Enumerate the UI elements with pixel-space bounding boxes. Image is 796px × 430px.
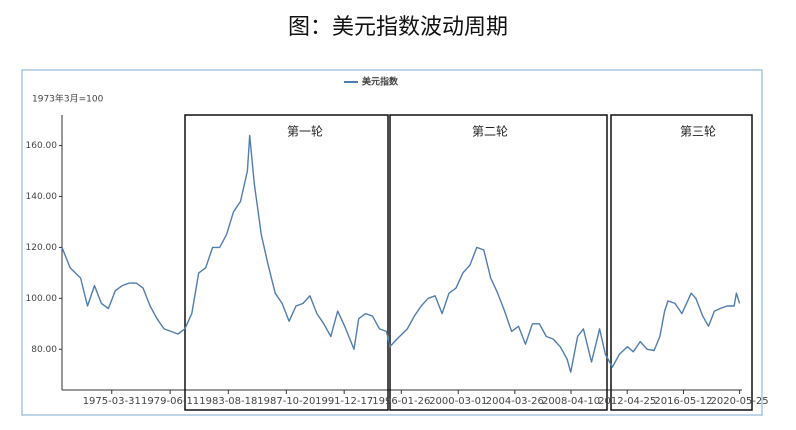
y-tick-label: 140.00 <box>26 192 58 202</box>
cycle-label: 第二轮 <box>472 125 508 139</box>
x-tick-label: 1983-08-18 <box>199 396 257 407</box>
x-tick-label: 2000-03-01 <box>429 396 487 407</box>
x-tick-label: 1975-03-31 <box>83 396 141 407</box>
chart-frame <box>21 69 763 416</box>
y-tick-label: 100.00 <box>26 294 58 304</box>
x-tick-label: 2016-05-12 <box>654 396 712 407</box>
legend-label: 美元指数 <box>362 76 399 88</box>
cycle-label: 第一轮 <box>287 125 323 139</box>
y-axis-unit: 1973年3月=100 <box>32 93 104 105</box>
cycle-box <box>610 114 753 411</box>
chart-title: 图：美元指数波动周期 <box>288 15 508 40</box>
x-tick-label: 2004-03-26 <box>486 396 544 407</box>
cycle-box <box>184 114 389 411</box>
y-tick-label: 80.00 <box>31 345 57 355</box>
x-tick-label: 1991-12-17 <box>315 396 373 407</box>
x-tick-label: 2012-04-25 <box>598 396 656 407</box>
x-tick-label: 2020-05-25 <box>711 396 769 407</box>
x-tick-label: 2008-04-10 <box>542 396 600 407</box>
x-tick-label: 1979-06-11 <box>141 396 199 407</box>
cycle-label: 第三轮 <box>680 125 716 139</box>
x-tick-label: 1987-10-20 <box>257 396 315 407</box>
y-tick-label: 160.00 <box>26 141 58 151</box>
cycle-box <box>389 114 608 411</box>
x-tick-label: 1996-01-26 <box>372 396 430 407</box>
data-line <box>61 134 741 373</box>
y-tick-label: 120.00 <box>26 243 58 253</box>
